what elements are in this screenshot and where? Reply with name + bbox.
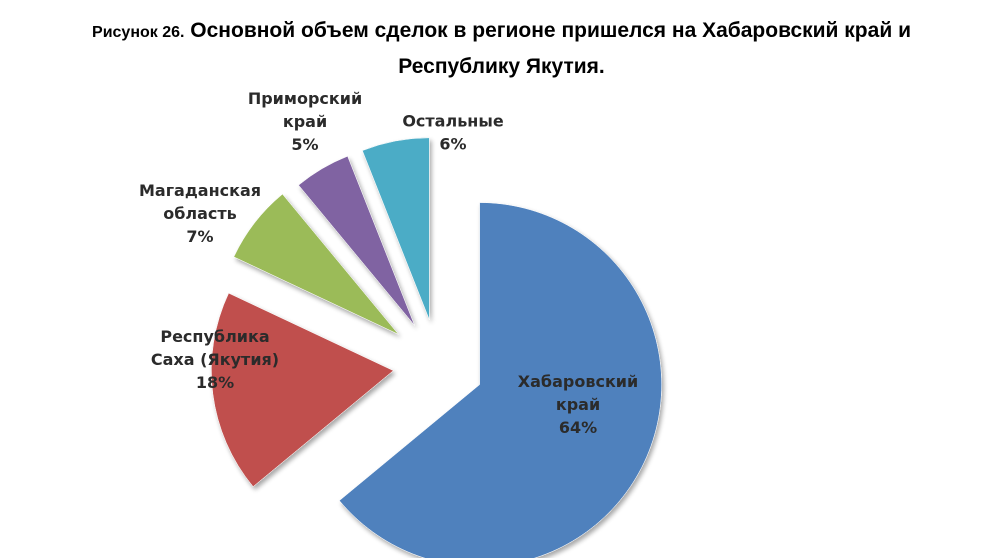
pie-slice-label-line: Хабаровский bbox=[518, 372, 638, 391]
pie-slices bbox=[211, 137, 662, 558]
pie-slice-label-3: Приморский край 5% bbox=[248, 89, 362, 154]
pie-slice-2 bbox=[233, 193, 399, 335]
chart-title-text-line1: Основной объем сделок в регионе пришелся… bbox=[190, 19, 911, 42]
pie-slice-label-line: 64% bbox=[559, 418, 597, 437]
pie-slice-label-line: край bbox=[556, 395, 600, 414]
chart-title-line2: Республику Якутия. bbox=[398, 55, 605, 78]
pie-slice-0 bbox=[339, 202, 662, 558]
pie-slice-label-4: Остальные 6% bbox=[402, 112, 504, 154]
pie-slice-label-line: 6% bbox=[439, 135, 466, 154]
chart-title-line1: Рисунок 26. Основной объем сделок в реги… bbox=[0, 14, 1003, 50]
pie-slice-label-0: Хабаровский край 64% bbox=[518, 372, 638, 437]
chart-title: Рисунок 26. Основной объем сделок в реги… bbox=[0, 14, 1003, 84]
pie-slice-label-2: Магаданская область 7% bbox=[139, 181, 261, 246]
pie-slice-1 bbox=[211, 292, 394, 488]
pie-slice-label-line: 7% bbox=[186, 227, 213, 246]
pie-slice-label-line: Республика bbox=[160, 327, 269, 346]
pie-slice-label-line: Магаданская bbox=[139, 181, 261, 200]
pie-slice-3 bbox=[298, 155, 415, 326]
pie-slice-label-line: Приморский bbox=[248, 89, 362, 108]
pie-slice-label-1: Республика Саха (Якутия) 18% bbox=[151, 327, 279, 392]
pie-slice-4 bbox=[362, 137, 430, 320]
pie-slice-label-line: 5% bbox=[291, 135, 318, 154]
pie-slice-label-line: край bbox=[283, 112, 327, 131]
pie-slice-label-line: Остальные bbox=[402, 112, 504, 131]
pie-slice-label-line: Саха (Якутия) bbox=[151, 350, 279, 369]
pie-slice-label-line: область bbox=[163, 204, 237, 223]
pie-slice-label-line: 18% bbox=[196, 373, 234, 392]
figure-label: Рисунок 26. bbox=[92, 24, 185, 41]
pie-labels: Хабаровский край 64% Республика Саха (Якутия… bbox=[139, 89, 638, 437]
